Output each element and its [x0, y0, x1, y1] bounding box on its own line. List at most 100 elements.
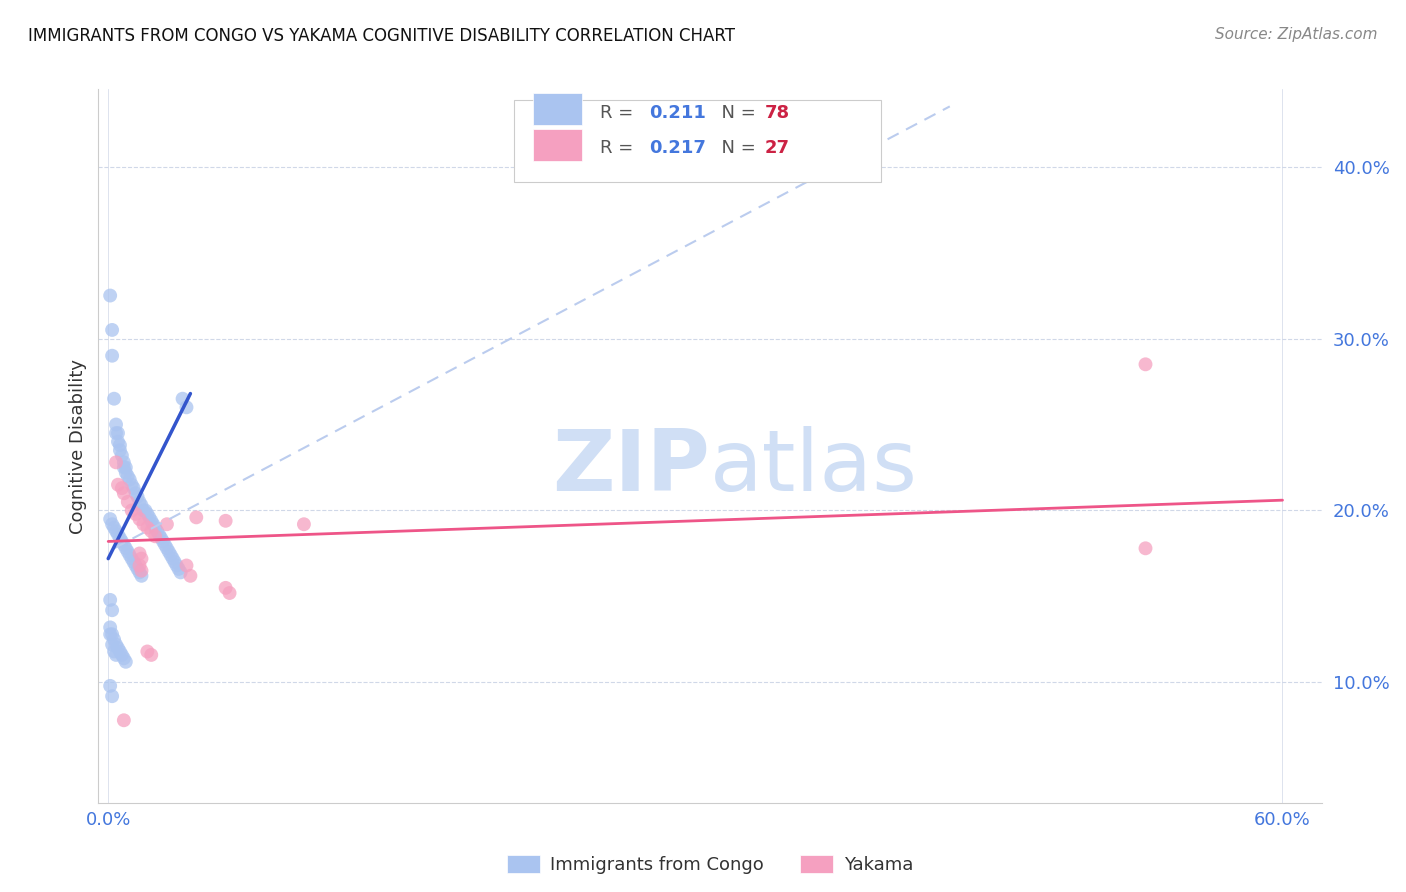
Point [118, 548, 141, 562]
Point [112, 538, 135, 552]
Point [98, 679, 121, 693]
Point [101, 517, 124, 532]
Point [292, 517, 315, 532]
Text: ZIP: ZIP [553, 425, 710, 509]
Point [179, 569, 201, 583]
Point [98, 512, 121, 526]
Point [136, 521, 159, 535]
Text: 0.217: 0.217 [648, 139, 706, 157]
Point [112, 460, 135, 475]
Point [103, 392, 125, 406]
Point [103, 644, 125, 658]
Point [214, 581, 236, 595]
Point [117, 495, 139, 509]
Point [114, 541, 136, 556]
Point [124, 486, 146, 500]
Point [121, 503, 143, 517]
Point [107, 527, 129, 541]
Point [176, 558, 198, 573]
Point [103, 632, 125, 647]
Point [111, 481, 134, 495]
Point [112, 651, 135, 665]
Point [153, 538, 176, 552]
Point [167, 562, 190, 576]
Point [114, 460, 136, 475]
Point [101, 323, 124, 337]
FancyBboxPatch shape [533, 129, 582, 161]
Point [112, 455, 135, 469]
Point [101, 349, 124, 363]
Point [128, 495, 150, 509]
Point [103, 521, 125, 535]
Point [98, 627, 121, 641]
Point [148, 527, 170, 541]
Point [105, 524, 128, 538]
Point [218, 586, 240, 600]
Point [131, 551, 153, 566]
Point [117, 545, 139, 559]
Point [156, 541, 179, 556]
Text: R =: R = [600, 139, 638, 157]
Point [101, 689, 124, 703]
Text: IMMIGRANTS FROM CONGO VS YAKAMA COGNITIVE DISABILITY CORRELATION CHART: IMMIGRANTS FROM CONGO VS YAKAMA COGNITIV… [28, 27, 735, 45]
Point [121, 551, 143, 566]
Point [163, 555, 186, 569]
Point [150, 531, 173, 545]
Point [152, 534, 174, 549]
Point [111, 648, 134, 662]
Point [176, 401, 198, 415]
Point [186, 510, 208, 524]
Point [127, 490, 149, 504]
Point [138, 510, 160, 524]
Point [169, 566, 191, 580]
Point [136, 644, 159, 658]
Point [141, 648, 163, 662]
Point [128, 512, 150, 526]
FancyBboxPatch shape [533, 94, 582, 125]
Point [107, 434, 129, 449]
Text: 0.211: 0.211 [648, 103, 706, 121]
Point [128, 566, 150, 580]
Point [112, 713, 135, 727]
Point [128, 546, 150, 560]
Point [131, 564, 153, 578]
Point [172, 392, 194, 406]
Point [157, 545, 180, 559]
Point [160, 548, 183, 562]
Point [128, 558, 150, 573]
Point [131, 499, 153, 513]
Point [124, 558, 146, 573]
Point [108, 531, 131, 545]
Point [105, 426, 128, 441]
Text: N =: N = [710, 103, 762, 121]
Point [131, 569, 153, 583]
Point [134, 503, 156, 517]
Point [111, 449, 134, 463]
Point [121, 477, 143, 491]
Point [105, 455, 128, 469]
Point [132, 503, 155, 517]
Point [98, 288, 121, 302]
Point [162, 551, 184, 566]
Point [108, 438, 131, 452]
Text: Source: ZipAtlas.com: Source: ZipAtlas.com [1215, 27, 1378, 42]
Point [1135, 357, 1157, 371]
Legend: Immigrants from Congo, Yakama: Immigrants from Congo, Yakama [502, 849, 918, 880]
FancyBboxPatch shape [515, 100, 882, 182]
Point [214, 514, 236, 528]
Point [146, 524, 169, 538]
Point [101, 627, 124, 641]
Point [141, 514, 163, 528]
Point [107, 641, 129, 656]
Point [142, 517, 165, 532]
Point [107, 477, 129, 491]
Point [143, 521, 166, 535]
Text: N =: N = [710, 139, 762, 157]
Point [101, 638, 124, 652]
Point [107, 426, 129, 441]
Point [105, 648, 128, 662]
Point [105, 638, 128, 652]
Point [1135, 541, 1157, 556]
Point [132, 517, 155, 532]
Text: atlas: atlas [710, 425, 918, 509]
